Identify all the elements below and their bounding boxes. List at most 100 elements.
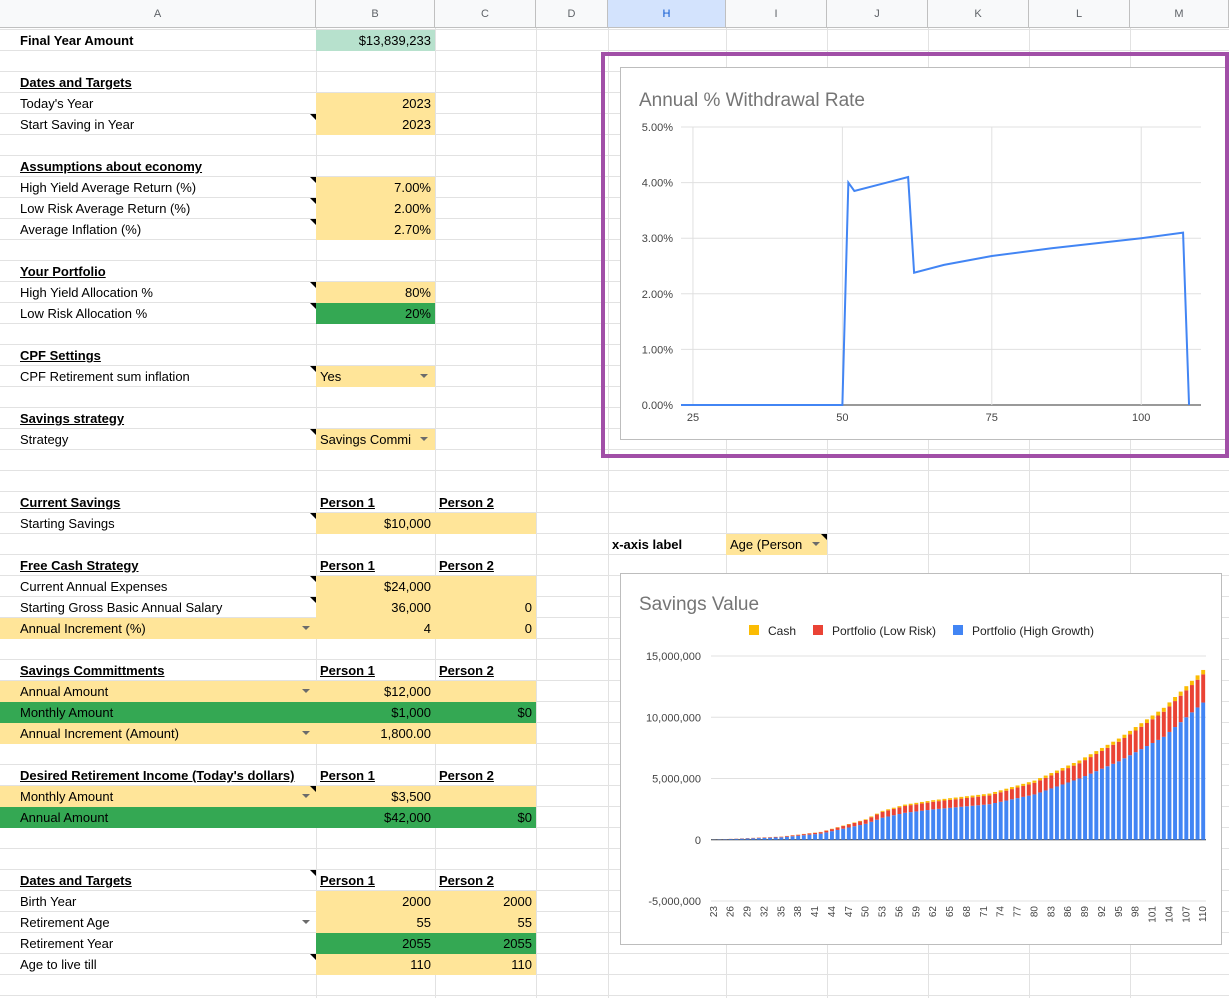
bar-cash	[981, 794, 986, 797]
bar-high-growth	[1015, 798, 1020, 840]
bar-low-risk	[993, 793, 998, 803]
row-gridline	[0, 827, 1229, 828]
chevron-down-icon[interactable]	[302, 689, 310, 693]
retirement-year-person1-cell[interactable]: 2055	[402, 936, 431, 951]
bar-cash	[891, 807, 896, 809]
person2-header: Person 2	[439, 768, 494, 783]
retirement-age-dropdown[interactable]: Retirement Age	[20, 915, 110, 930]
annual-expenses-cell[interactable]: $24,000	[384, 579, 431, 594]
savings-value-chart[interactable]: Savings Value Cash Portfolio (Low Risk) …	[620, 573, 1222, 945]
bar-cash	[1060, 768, 1065, 771]
x-tick-label: 50	[836, 412, 848, 424]
chevron-down-icon[interactable]	[812, 542, 820, 546]
bar-low-risk	[1150, 719, 1155, 743]
monthly-amount-dropdown[interactable]: Monthly Amount	[20, 789, 114, 804]
bar-low-risk	[959, 798, 964, 807]
chevron-down-icon[interactable]	[302, 731, 310, 735]
age-live-till-person1-cell[interactable]: 110	[410, 957, 431, 972]
withdrawal-rate-chart[interactable]: Annual % Withdrawal Rate 0.00% 1.00% 2.00%…	[620, 67, 1227, 440]
birth-year-person2-cell[interactable]: 2000	[503, 894, 532, 909]
bar-low-risk	[987, 795, 992, 805]
increment-person2-cell[interactable]: 0	[524, 621, 532, 636]
bar-high-growth	[1116, 761, 1121, 840]
column-header-i[interactable]: I	[726, 0, 827, 28]
x-tick-label: 89	[1080, 906, 1091, 918]
cell-fill	[0, 786, 536, 807]
bar-high-growth	[784, 836, 789, 840]
low-risk-allocation-cell[interactable]: 20%	[404, 306, 431, 321]
y-tick-label: 5,000,000	[652, 774, 701, 786]
row-gridline	[0, 911, 1229, 912]
high-yield-return-cell[interactable]: 7.00%	[394, 180, 431, 195]
retirement-age-person1-cell[interactable]: 55	[416, 915, 431, 930]
age-live-till-person2-cell[interactable]: 110	[511, 957, 532, 972]
inflation-cell[interactable]: 2.70%	[394, 222, 431, 237]
retirement-age-person2-cell[interactable]: 55	[517, 915, 532, 930]
cpf-inflation-dropdown[interactable]: Yes	[320, 369, 342, 384]
income-annual-person1-cell[interactable]: $42,000	[384, 810, 431, 825]
x-tick-label: 38	[793, 906, 804, 918]
commit-annual-person1-cell[interactable]: $12,000	[384, 684, 431, 699]
bar-low-risk	[981, 796, 986, 805]
starting-savings-cell[interactable]: $10,000	[384, 516, 431, 531]
bar-high-growth	[1156, 739, 1161, 840]
todays-year-cell[interactable]: 2023	[402, 96, 431, 111]
column-header-l[interactable]: L	[1029, 0, 1130, 28]
bar-high-growth	[959, 806, 964, 840]
retirement-year-person2-cell[interactable]: 2055	[503, 936, 532, 951]
annual-increment-amount-dropdown[interactable]: Annual Increment (Amount)	[20, 726, 179, 741]
column-header-h[interactable]: H	[608, 0, 726, 28]
bar-low-risk	[1156, 715, 1161, 740]
bar-low-risk	[1173, 701, 1178, 728]
column-header-m[interactable]: M	[1130, 0, 1229, 28]
column-header-a[interactable]: A	[0, 0, 316, 28]
start-saving-cell[interactable]: 2023	[402, 117, 431, 132]
bar-high-growth	[1167, 731, 1172, 840]
chevron-down-icon[interactable]	[302, 626, 310, 630]
salary-person2-cell[interactable]: 0	[524, 600, 532, 615]
increment-person1-cell[interactable]: 4	[423, 621, 431, 636]
salary-person1-cell[interactable]: 36,000	[391, 600, 431, 615]
x-tick-label: 26	[726, 906, 737, 918]
row-gridline	[0, 260, 1229, 261]
bar-high-growth	[987, 804, 992, 840]
bar-low-risk	[874, 814, 879, 820]
column-header-c[interactable]: C	[435, 0, 536, 28]
chevron-down-icon[interactable]	[420, 437, 428, 441]
x-axis-label-dropdown[interactable]: Age (Person	[730, 537, 803, 552]
annual-increment-pct-dropdown[interactable]: Annual Increment (%)	[20, 621, 146, 636]
column-header-b[interactable]: B	[316, 0, 435, 28]
row-gridline	[0, 617, 1229, 618]
bar-cash	[998, 790, 1003, 793]
commit-monthly-person2-cell[interactable]: $0	[517, 705, 532, 720]
birth-year-person1-cell[interactable]: 2000	[402, 894, 431, 909]
bar-high-growth	[897, 814, 902, 840]
chevron-down-icon[interactable]	[420, 374, 428, 378]
cell-fill	[316, 891, 536, 933]
annual-amount-dropdown[interactable]: Annual Amount	[20, 684, 109, 699]
row-gridline	[0, 932, 1229, 933]
commit-increment-person1-cell[interactable]: 1,800.00	[380, 726, 431, 741]
commit-monthly-person1-cell[interactable]: $1,000	[391, 705, 431, 720]
high-yield-allocation-cell[interactable]: 80%	[404, 285, 431, 300]
column-header-j[interactable]: J	[827, 0, 928, 28]
low-risk-return-cell[interactable]: 2.00%	[394, 201, 431, 216]
chevron-down-icon[interactable]	[302, 794, 310, 798]
bar-low-risk	[1060, 770, 1065, 785]
cell-fill	[316, 177, 435, 240]
bar-low-risk	[846, 824, 851, 828]
bar-cash	[1009, 787, 1014, 790]
income-monthly-person1-cell[interactable]: $3,500	[391, 789, 431, 804]
withdrawal-rate-line	[681, 175, 1191, 406]
strategy-dropdown[interactable]: Savings Commi	[320, 432, 412, 447]
column-header-d[interactable]: D	[536, 0, 608, 28]
y-tick-label: 3.00%	[642, 233, 673, 245]
final-year-amount[interactable]: $13,839,233	[358, 33, 431, 48]
legend-swatch-low-risk	[813, 625, 823, 635]
income-annual-person2-cell[interactable]: $0	[517, 810, 532, 825]
chevron-down-icon[interactable]	[302, 920, 310, 924]
birth-year-label: Birth Year	[20, 894, 77, 909]
bar-low-risk	[1026, 784, 1031, 796]
column-header-k[interactable]: K	[928, 0, 1029, 28]
bar-low-risk	[1038, 780, 1043, 793]
